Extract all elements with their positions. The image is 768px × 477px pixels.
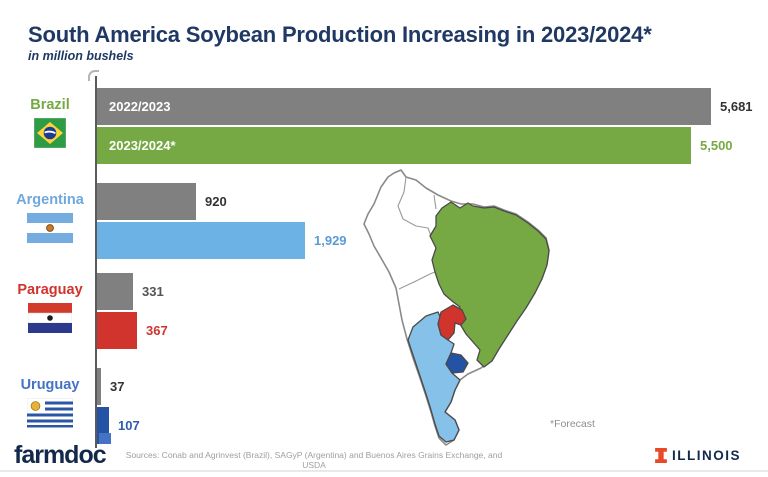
country-label-brazil: Brazil [30,97,70,113]
value-label-brazil-2023-2024: 5,500 [700,138,733,153]
country-label-argentina: Argentina [16,192,84,208]
series-label-2023-2024: 2023/2024* [109,138,176,153]
bar-uruguay-2022-2023 [97,368,101,405]
bar-argentina-2023-2024 [97,222,305,259]
bar-paraguay-2023-2024 [97,312,137,349]
bar-brazil-2022-2023: 2022/2023 [97,88,711,125]
country-column-paraguay: Paraguay [8,273,92,338]
bottom-edge-line [0,470,768,472]
value-label-argentina-2023-2024: 1,929 [314,233,347,248]
illinois-block-i-icon [655,448,667,463]
page-subtitle: in million bushels [28,49,134,63]
bar-brazil-2023-2024: 2023/2024* [97,127,691,164]
brazil-flag-icon [33,117,67,149]
series-label-2022-2023: 2022/2023 [109,99,171,114]
value-label-argentina-2022-2023: 920 [205,194,227,209]
farmdoc-logo-text: farmdoc [14,441,107,469]
forecast-note: *Forecast [550,418,595,430]
paraguay-flag-icon [27,303,73,333]
illinois-logo: ILLINOIS [655,448,741,463]
south-america-map [363,169,550,446]
farmdoc-flag-icon [98,433,111,444]
map-country-paraguay [437,304,467,341]
chart-row-argentina: Argentina 920 1,929 [0,183,768,259]
value-label-brazil-2022-2023: 5,681 [720,99,753,114]
value-label-uruguay-2023-2024: 107 [118,418,140,433]
argentina-flag-icon [27,213,73,243]
bar-paraguay-2022-2023 [97,273,133,310]
country-column-brazil: Brazil [8,88,92,153]
country-column-uruguay: Uruguay [8,368,92,433]
uruguay-flag-icon [26,397,74,429]
chart-row-paraguay: Paraguay 331 367 [0,273,768,349]
chart-row-brazil: Brazil 2022/2023 5,681 2023/2024* 5,500 [0,88,768,164]
sources-text: Sources: Conab and Agrinvest (Brazil), S… [125,450,503,470]
value-label-paraguay-2023-2024: 367 [146,323,168,338]
illinois-logo-text: ILLINOIS [672,448,741,463]
value-label-paraguay-2022-2023: 331 [142,284,164,299]
value-label-uruguay-2022-2023: 37 [110,379,125,394]
axis-hook [88,70,99,81]
chart-axis-line [95,76,97,448]
page-title: South America Soybean Production Increas… [28,22,652,47]
map-country-uruguay [445,352,469,374]
country-label-uruguay: Uruguay [20,377,80,393]
map-internal-borders [397,176,437,290]
farmdoc-logo: farmdoc [14,433,111,470]
bar-argentina-2022-2023 [97,183,196,220]
map-country-brazil [429,201,550,368]
chart-row-uruguay: Uruguay 37 107 [0,368,768,444]
country-label-paraguay: Paraguay [17,282,83,298]
country-column-argentina: Argentina [8,183,92,248]
